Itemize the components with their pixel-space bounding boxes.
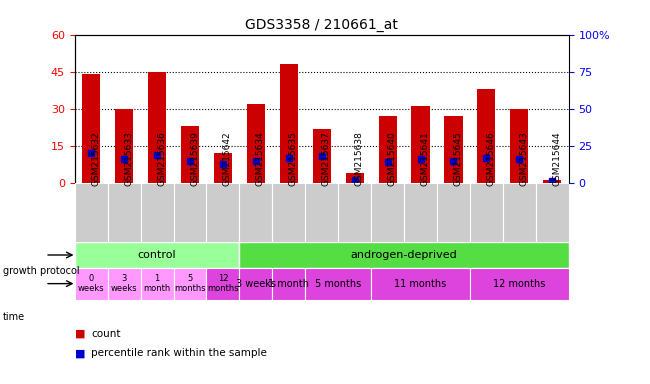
FancyBboxPatch shape [207,268,239,300]
Text: GSM215643: GSM215643 [519,131,528,186]
FancyBboxPatch shape [239,242,569,268]
Bar [411,106,430,183]
Text: 5
months: 5 months [174,274,206,293]
Text: ■: ■ [75,348,85,358]
Text: 1
month: 1 month [144,274,171,293]
Title: GDS3358 / 210661_at: GDS3358 / 210661_at [245,18,398,32]
FancyBboxPatch shape [272,268,305,300]
Text: GSM215642: GSM215642 [223,131,232,186]
FancyBboxPatch shape [75,242,239,268]
Bar [247,104,265,183]
Text: 3
weeks: 3 weeks [111,274,137,293]
Text: GSM215646: GSM215646 [486,131,495,186]
Bar [477,89,495,183]
Text: GSM215639: GSM215639 [190,131,199,186]
Text: GSM215636: GSM215636 [157,131,166,186]
Bar [510,109,528,183]
FancyBboxPatch shape [174,268,207,300]
Text: 0
weeks: 0 weeks [78,274,105,293]
Bar [378,116,396,183]
FancyBboxPatch shape [108,183,140,242]
FancyBboxPatch shape [503,183,536,242]
Bar [115,109,133,183]
FancyBboxPatch shape [239,183,272,242]
FancyBboxPatch shape [536,183,569,242]
Bar [313,129,331,183]
Text: percentile rank within the sample: percentile rank within the sample [91,348,267,358]
Bar [181,126,199,183]
FancyBboxPatch shape [140,268,174,300]
FancyBboxPatch shape [239,268,272,300]
Bar [445,116,463,183]
FancyBboxPatch shape [75,183,108,242]
Text: count: count [91,329,120,339]
Text: ■: ■ [75,329,85,339]
Text: GSM215645: GSM215645 [454,131,463,186]
Bar [214,153,232,183]
FancyBboxPatch shape [371,268,470,300]
FancyBboxPatch shape [470,183,503,242]
Text: 3 weeks: 3 weeks [236,279,276,289]
Bar [346,173,364,183]
Text: time: time [3,312,25,322]
Bar [82,74,100,183]
FancyBboxPatch shape [306,183,338,242]
Text: GSM215632: GSM215632 [91,131,100,186]
Bar [148,72,166,183]
Text: GSM215634: GSM215634 [256,131,265,186]
FancyBboxPatch shape [338,183,371,242]
Text: GSM215641: GSM215641 [421,131,430,186]
Text: GSM215635: GSM215635 [289,131,298,186]
FancyBboxPatch shape [470,268,569,300]
Text: GSM215638: GSM215638 [355,131,364,186]
Text: 11 months: 11 months [395,279,447,289]
Text: androgen-deprived: androgen-deprived [351,250,458,260]
FancyBboxPatch shape [207,183,239,242]
Text: GSM215640: GSM215640 [387,131,396,186]
Text: GSM215637: GSM215637 [322,131,331,186]
FancyBboxPatch shape [437,183,470,242]
Text: GSM215633: GSM215633 [124,131,133,186]
Bar [543,180,562,183]
Text: GSM215644: GSM215644 [552,131,562,186]
Text: growth protocol: growth protocol [3,266,80,276]
Text: 5 months: 5 months [315,279,361,289]
FancyBboxPatch shape [404,183,437,242]
FancyBboxPatch shape [108,268,140,300]
Text: 12 months: 12 months [493,279,545,289]
FancyBboxPatch shape [140,183,174,242]
FancyBboxPatch shape [174,183,207,242]
FancyBboxPatch shape [306,268,371,300]
FancyBboxPatch shape [272,183,305,242]
Text: 1 month: 1 month [268,279,309,289]
FancyBboxPatch shape [371,183,404,242]
Text: control: control [138,250,176,260]
FancyBboxPatch shape [75,268,108,300]
Bar [280,64,298,183]
Text: 12
months: 12 months [207,274,239,293]
